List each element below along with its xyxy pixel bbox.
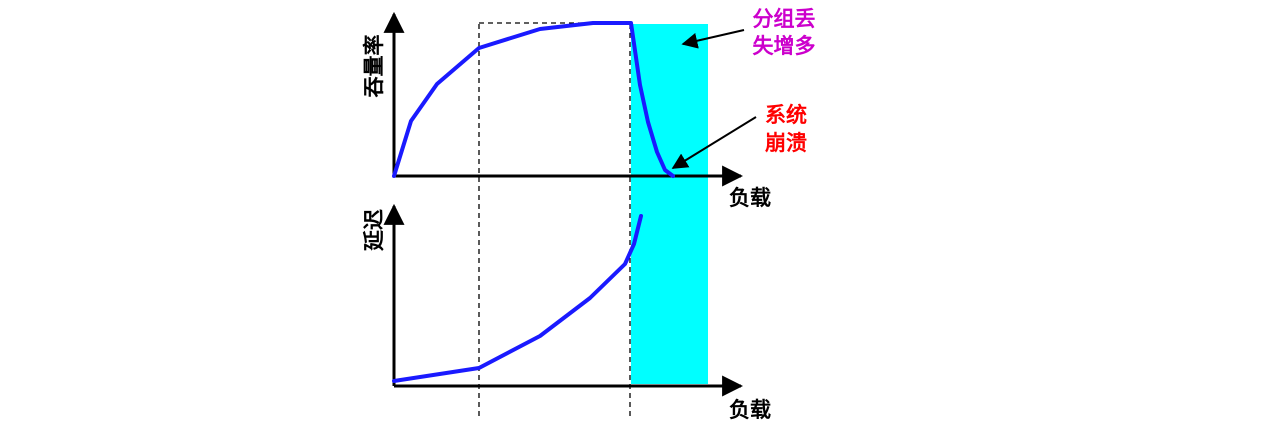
congestion-region [631,24,708,384]
delay-curve [392,214,643,383]
packet-loss-label-line2: 失增多 [753,34,816,58]
collapse-label-line2: 崩溃 [765,131,807,155]
bottom-y-axis-label: 延迟 [362,209,386,252]
collapse-label-line1: 系统 [765,103,807,127]
top-y-axis-label: 吞量率 [362,35,386,98]
collapse-arrow [671,116,757,169]
bottom-x-axis-label: 负载 [729,398,771,422]
packet-loss-label-line1: 分组丢 [753,7,816,31]
packet-loss-arrow [681,29,745,49]
throughput-curve [392,21,675,178]
top-x-axis-label: 负载 [729,186,771,210]
